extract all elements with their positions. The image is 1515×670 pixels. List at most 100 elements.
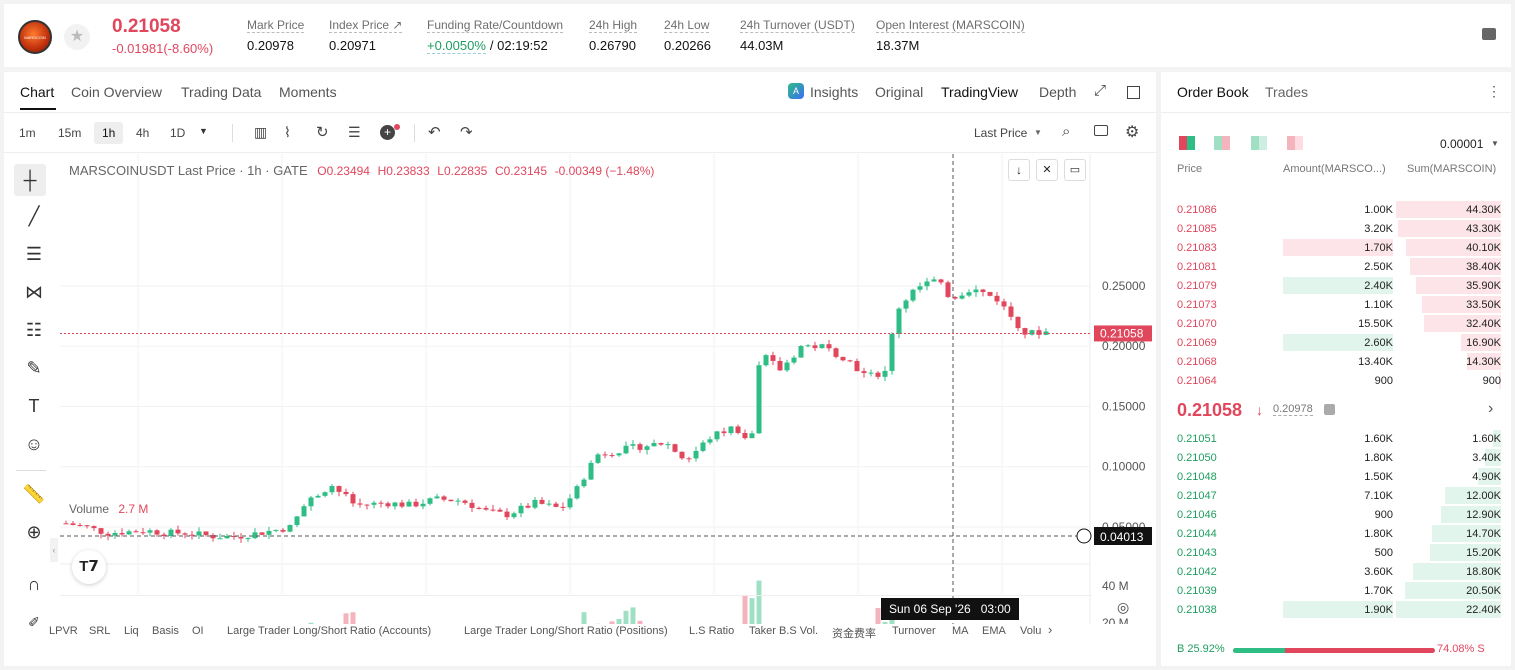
bid-row[interactable]: 0.21038 1.90K 22.40K bbox=[1161, 600, 1511, 619]
indicator-13[interactable]: Volu bbox=[1020, 625, 1042, 637]
view-tab-insights[interactable]: Insights bbox=[810, 84, 859, 100]
ask-row[interactable]: 0.21085 3.20K 43.30K bbox=[1161, 219, 1511, 238]
book-icon[interactable] bbox=[1482, 28, 1496, 40]
collapse-icon[interactable]: ✕ bbox=[1036, 159, 1058, 181]
interval-1m[interactable]: 1m bbox=[19, 126, 36, 140]
interval-1h[interactable]: 1h bbox=[94, 122, 124, 144]
text-tool-icon[interactable]: T bbox=[28, 396, 40, 416]
tab-coin-overview[interactable]: Coin Overview bbox=[71, 84, 163, 100]
candle-body bbox=[1029, 330, 1035, 335]
indicator-11[interactable]: MA bbox=[952, 625, 969, 637]
indicators-icon[interactable]: ⌇ bbox=[284, 124, 291, 140]
ask-row[interactable]: 0.21081 2.50K 38.40K bbox=[1161, 257, 1511, 276]
view-tab-original[interactable]: Original bbox=[875, 84, 924, 100]
bid-row[interactable]: 0.21044 1.80K 14.70K bbox=[1161, 524, 1511, 543]
layout-asks-icon[interactable] bbox=[1287, 136, 1303, 150]
tradingview-logo[interactable]: T𝟳 bbox=[72, 550, 106, 584]
crosshair-tool-icon[interactable]: ┼ bbox=[14, 164, 46, 196]
bid-row[interactable]: 0.21050 1.80K 3.40K bbox=[1161, 448, 1511, 467]
indicator-4[interactable]: OI bbox=[192, 625, 204, 637]
templates-icon[interactable]: ☰ bbox=[348, 124, 361, 140]
brush-tool-icon[interactable]: ✎ bbox=[26, 358, 42, 378]
bid-row[interactable]: 0.21047 7.10K 12.00K bbox=[1161, 486, 1511, 505]
ask-row[interactable]: 0.21069 2.60K 16.90K bbox=[1161, 333, 1511, 352]
candle-body bbox=[686, 458, 692, 460]
bid-row[interactable]: 0.21048 1.50K 4.90K bbox=[1161, 467, 1511, 486]
more-indicators-icon[interactable]: › bbox=[1048, 622, 1053, 637]
ask-row[interactable]: 0.21079 2.40K 35.90K bbox=[1161, 276, 1511, 295]
expand-icon[interactable]: ⤢ bbox=[1094, 82, 1107, 99]
tab-chart[interactable]: Chart bbox=[20, 84, 55, 100]
indicator-10[interactable]: Turnover bbox=[892, 625, 936, 637]
trend-line-tool-icon[interactable]: ╱ bbox=[28, 206, 40, 226]
ask-row[interactable]: 0.21073 1.10K 33.50K bbox=[1161, 295, 1511, 314]
fib-tool-icon[interactable]: ☰ bbox=[25, 244, 43, 264]
bid-row[interactable]: 0.21046 900 12.90K bbox=[1161, 505, 1511, 524]
maximize-pane-icon[interactable]: ▭ bbox=[1064, 159, 1086, 181]
ruler-tool-icon[interactable]: 📏 bbox=[22, 484, 46, 504]
ask-row[interactable]: 0.21086 1.00K 44.30K bbox=[1161, 200, 1511, 219]
layout-both-icon[interactable] bbox=[1179, 136, 1195, 150]
interval-4h[interactable]: 4h bbox=[136, 126, 150, 140]
add-indicator-icon[interactable]: + bbox=[380, 125, 395, 140]
bid-row[interactable]: 0.21039 1.70K 20.50K bbox=[1161, 581, 1511, 600]
view-tab-depth[interactable]: Depth bbox=[1039, 84, 1077, 100]
layout-bids-icon[interactable] bbox=[1251, 136, 1267, 150]
ask-row[interactable]: 0.21064 900 900 bbox=[1161, 371, 1511, 390]
indicator-1[interactable]: SRL bbox=[89, 625, 111, 637]
layout-bids-asks-icon[interactable] bbox=[1214, 136, 1230, 150]
indicator-5[interactable]: Large Trader Long/Short Ratio (Accounts) bbox=[227, 625, 432, 637]
window-icon[interactable] bbox=[1127, 86, 1140, 99]
precision-caret-icon[interactable]: ▼ bbox=[1491, 139, 1499, 148]
move-down-icon[interactable]: ↓ bbox=[1008, 159, 1030, 181]
more-options-icon[interactable]: ⋮ bbox=[1487, 83, 1501, 99]
bid-row[interactable]: 0.21051 1.60K 1.60K bbox=[1161, 429, 1511, 448]
tab-order-book[interactable]: Order Book bbox=[1177, 84, 1249, 100]
redo-icon[interactable]: ↷ bbox=[460, 124, 473, 141]
favorite-star-icon[interactable]: ★ bbox=[64, 24, 90, 50]
price-type-select[interactable]: Last Price bbox=[974, 126, 1028, 140]
view-tab-tradingview[interactable]: TradingView bbox=[941, 84, 1019, 100]
camera-icon[interactable] bbox=[1094, 125, 1108, 136]
search-icon[interactable]: ⌕ bbox=[1062, 123, 1071, 140]
precision-select[interactable]: 0.00001 bbox=[1440, 137, 1484, 151]
indicator-0[interactable]: LPVR bbox=[49, 625, 78, 637]
emoji-tool-icon[interactable]: ☺ bbox=[24, 434, 44, 454]
candle-body bbox=[175, 529, 181, 534]
indicator-3[interactable]: Basis bbox=[152, 625, 179, 637]
tab-trading-data[interactable]: Trading Data bbox=[181, 84, 262, 100]
settings-gear-icon[interactable]: ⚙ bbox=[1125, 124, 1140, 141]
pencil-lock-tool-icon[interactable]: ✐ bbox=[28, 614, 40, 630]
bid-row[interactable]: 0.21043 500 15.20K bbox=[1161, 543, 1511, 562]
volume-value: 2.7 M bbox=[118, 502, 149, 516]
chevron-right-icon[interactable]: › bbox=[1488, 400, 1494, 417]
indicator-8[interactable]: Taker B.S Vol. bbox=[749, 625, 819, 637]
order-price: 0.21081 bbox=[1177, 261, 1217, 273]
magnet-tool-icon[interactable]: ∩ bbox=[27, 574, 41, 594]
indicator-2[interactable]: Liq bbox=[124, 625, 139, 637]
zoom-in-tool-icon[interactable]: ⊕ bbox=[26, 522, 42, 542]
chart-settings-icon[interactable]: ◎ bbox=[1117, 599, 1130, 615]
ask-row[interactable]: 0.21068 13.40K 14.30K bbox=[1161, 352, 1511, 371]
indicator-7[interactable]: L.S Ratio bbox=[689, 625, 735, 637]
ask-row[interactable]: 0.21083 1.70K 40.10K bbox=[1161, 238, 1511, 257]
interval-15m[interactable]: 15m bbox=[58, 126, 82, 140]
undo-icon[interactable]: ↶ bbox=[428, 124, 441, 141]
replay-icon[interactable]: ↻ bbox=[316, 124, 329, 141]
candle-type-icon[interactable]: ▥ bbox=[254, 124, 268, 140]
tab-trades[interactable]: Trades bbox=[1265, 84, 1309, 100]
indicator-9[interactable]: 资金费率 bbox=[832, 628, 876, 640]
tab-moments[interactable]: Moments bbox=[279, 84, 337, 100]
projection-tool-icon[interactable]: ☷ bbox=[25, 320, 43, 340]
interval-1D[interactable]: 1D bbox=[170, 126, 186, 140]
price-type-caret-icon[interactable]: ▼ bbox=[1034, 128, 1042, 137]
pattern-tool-icon[interactable]: ⋈ bbox=[25, 282, 43, 302]
interval-dropdown-icon[interactable]: ▼ bbox=[199, 126, 208, 136]
bid-row[interactable]: 0.21042 3.60K 18.80K bbox=[1161, 562, 1511, 581]
ask-row[interactable]: 0.21070 15.50K 32.40K bbox=[1161, 314, 1511, 333]
indicator-12[interactable]: EMA bbox=[982, 625, 1006, 637]
indicator-6[interactable]: Large Trader Long/Short Ratio (Positions… bbox=[464, 625, 668, 637]
stat-label: Index Price ↗ bbox=[329, 18, 403, 33]
collapse-toolbar-handle[interactable]: ‹ bbox=[50, 538, 58, 562]
